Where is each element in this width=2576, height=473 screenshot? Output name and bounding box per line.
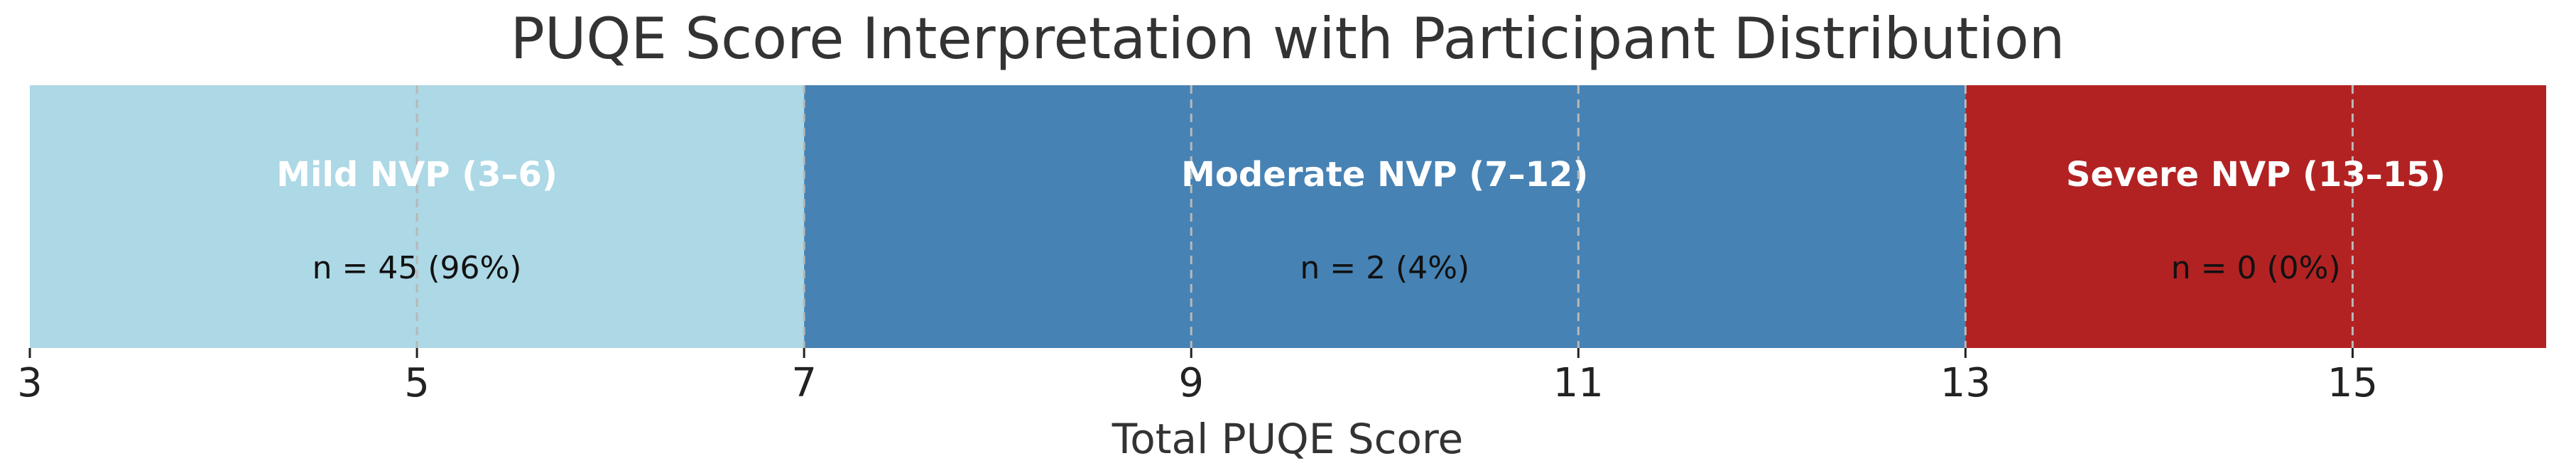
tick-label-13: 13 [1940,360,1991,406]
grid-lines [415,85,2354,348]
band-label-moderate-nvp: Moderate NVP (7–12) [1181,155,1588,195]
band-labels: Mild NVP (3–6) n = 45 (96%) Moderate NVP (… [276,155,2445,286]
tick-label-5: 5 [404,360,430,406]
band-severe-nvp [1965,85,2546,348]
score-bands [30,85,2546,348]
band-label-mild-nvp: Mild NVP (3–6) [276,155,558,195]
band-count-mild-nvp: n = 45 (96%) [313,250,522,286]
band-count-severe-nvp: n = 0 (0%) [2171,250,2341,286]
tick-label-9: 9 [1178,360,1204,406]
band-count-moderate-nvp: n = 2 (4%) [1300,250,1469,286]
tick-label-15: 15 [2327,360,2378,406]
chart-title: PUQE Score Interpretation with Participa… [511,6,2065,72]
x-axis: 3 5 7 9 11 13 15 [17,348,2378,406]
tick-label-3: 3 [17,360,43,406]
band-moderate-nvp [804,85,1966,348]
tick-label-7: 7 [791,360,817,406]
tick-label-11: 11 [1553,360,1604,406]
band-label-severe-nvp: Severe NVP (13–15) [2066,155,2446,195]
x-axis-label: Total PUQE Score [1112,415,1464,463]
